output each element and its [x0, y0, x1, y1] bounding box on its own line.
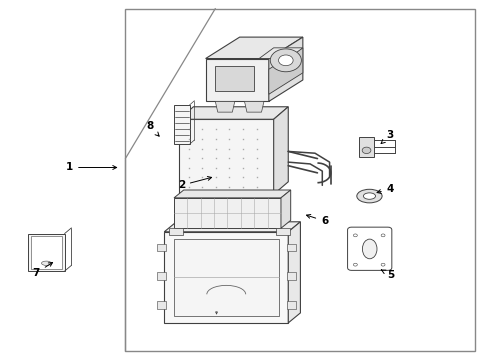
Polygon shape [259, 48, 302, 59]
Bar [31, 236, 61, 269]
Polygon shape [268, 48, 302, 94]
Text: 3: 3 [380, 130, 393, 144]
Circle shape [270, 49, 301, 72]
Text: 8: 8 [146, 121, 159, 136]
Circle shape [353, 263, 357, 266]
Polygon shape [179, 107, 287, 119]
Bar [157, 244, 165, 251]
Bar [215, 66, 254, 91]
Bar [174, 198, 281, 228]
Circle shape [380, 263, 384, 266]
Polygon shape [174, 190, 290, 198]
Bar [169, 228, 183, 235]
Bar [157, 301, 165, 309]
Ellipse shape [356, 189, 381, 203]
Bar [286, 244, 295, 251]
Text: 2: 2 [177, 176, 211, 190]
Bar [358, 137, 373, 157]
Text: 4: 4 [376, 184, 393, 194]
Bar [164, 232, 287, 323]
Bar [174, 239, 278, 316]
Bar [276, 228, 289, 235]
Ellipse shape [363, 193, 375, 199]
Ellipse shape [41, 261, 51, 265]
Circle shape [362, 147, 370, 154]
Circle shape [278, 55, 292, 66]
Polygon shape [287, 222, 300, 323]
Bar [286, 272, 295, 280]
Text: 5: 5 [381, 270, 393, 280]
Bar [28, 234, 64, 271]
Text: 1: 1 [66, 162, 117, 172]
Polygon shape [273, 107, 287, 194]
Bar [174, 105, 189, 144]
Polygon shape [281, 190, 290, 228]
Polygon shape [268, 37, 302, 102]
Polygon shape [244, 102, 264, 112]
Ellipse shape [362, 239, 376, 259]
FancyBboxPatch shape [347, 227, 391, 270]
Bar [125, 9, 474, 351]
Bar [157, 272, 165, 280]
Text: 7: 7 [33, 262, 53, 278]
Polygon shape [205, 37, 302, 59]
Polygon shape [164, 222, 300, 232]
Circle shape [353, 234, 357, 237]
Bar [179, 119, 273, 194]
Circle shape [380, 234, 384, 237]
Text: 6: 6 [306, 215, 327, 226]
Bar [286, 301, 295, 309]
Polygon shape [215, 102, 234, 112]
Polygon shape [205, 59, 268, 102]
